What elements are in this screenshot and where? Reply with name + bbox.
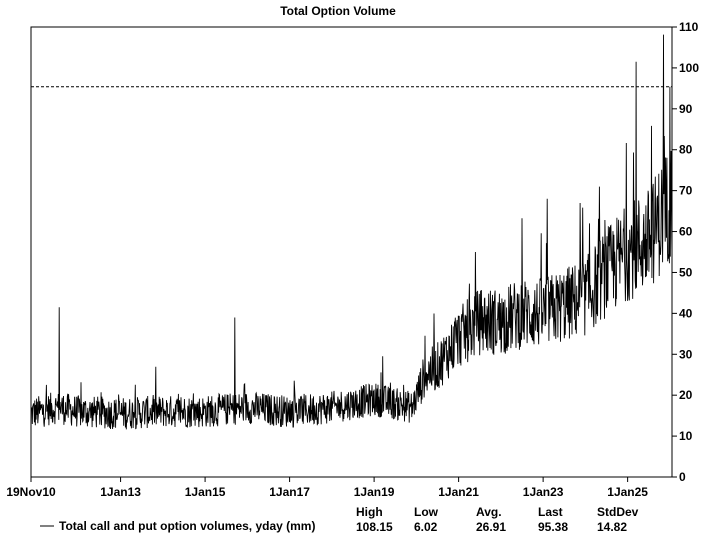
y-tick-label: 30	[679, 347, 693, 361]
stats-value-avg: 26.91	[476, 520, 506, 534]
x-tick-label: 1Jan15	[185, 485, 226, 499]
y-tick-label: 60	[679, 225, 693, 239]
stats-value-high: 108.15	[356, 520, 393, 534]
y-axis: 0 10 20 30 40 50 60 70 80 90 100 110	[672, 20, 699, 484]
y-tick-label: 20	[679, 388, 693, 402]
series-layer	[30, 34, 673, 430]
stats-value-stddev: 14.82	[597, 520, 627, 534]
x-tick-label: 19Nov10	[6, 485, 56, 499]
x-tick-label: 1Jan23	[523, 485, 564, 499]
stats-header-avg: Avg.	[476, 505, 502, 519]
y-tick-label: 70	[679, 184, 693, 198]
x-tick-label: 1Jan21	[438, 485, 479, 499]
chart-title: Total Option Volume	[280, 4, 396, 18]
y-tick-label: 50	[679, 265, 693, 279]
x-tick-label: 1Jan25	[607, 485, 648, 499]
stats-value-low: 6.02	[414, 520, 438, 534]
y-tick-label: 0	[679, 470, 686, 484]
x-tick-label: 1Jan19	[354, 485, 395, 499]
stats-header-last: Last	[538, 505, 563, 519]
stats-header-stddev: StdDev	[597, 505, 639, 519]
stats-value-last: 95.38	[538, 520, 568, 534]
series-line-total-option-volume	[30, 34, 673, 430]
y-tick-label: 90	[679, 102, 693, 116]
stats-header-low: Low	[414, 505, 439, 519]
y-tick-label: 10	[679, 429, 693, 443]
legend-label: Total call and put option volumes, yday …	[59, 519, 315, 533]
stats-table: High Low Avg. Last StdDev 108.15 6.02 26…	[356, 505, 639, 534]
y-tick-label: 110	[679, 20, 699, 34]
y-tick-label: 100	[679, 61, 699, 75]
plot-frame	[30, 26, 673, 478]
x-tick-label: 1Jan17	[269, 485, 310, 499]
x-tick-label: 1Jan13	[100, 485, 141, 499]
y-tick-label: 40	[679, 306, 693, 320]
stats-header-high: High	[356, 505, 383, 519]
y-tick-label: 80	[679, 143, 693, 157]
x-axis: 19Nov10 1Jan13 1Jan15 1Jan17 1Jan19 1Jan21 1Ja…	[6, 477, 648, 499]
